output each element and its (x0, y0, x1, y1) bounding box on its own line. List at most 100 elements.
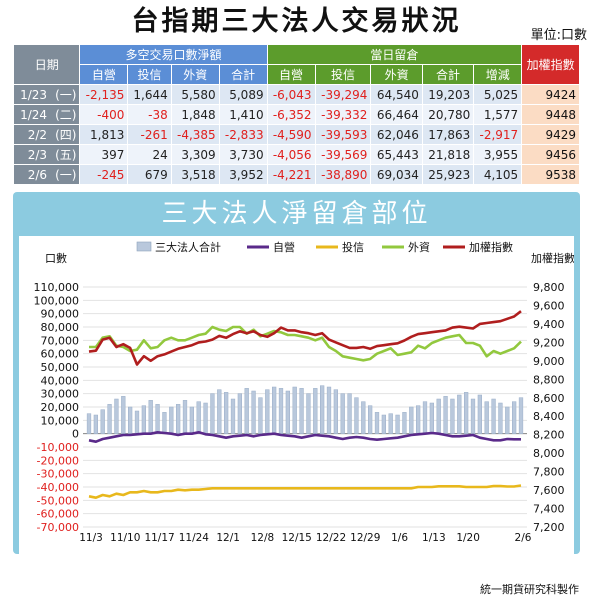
bar-total (148, 400, 153, 434)
bar-total (464, 392, 469, 434)
y2-tick-label: 9,600 (533, 299, 565, 312)
y-tick-label: 90,000 (41, 308, 80, 321)
bar-total (333, 389, 338, 434)
bar-total (244, 388, 249, 434)
bar-total (381, 414, 386, 434)
table-cell: -245 (79, 164, 129, 185)
bar-total (484, 401, 489, 434)
table-cell: 66,464 (370, 104, 423, 125)
x-tick-label: 11/10 (110, 532, 140, 544)
table-cell: -2,833 (218, 124, 268, 145)
bar-total (354, 397, 359, 434)
table-cell: 1,577 (473, 104, 523, 125)
table-cell: 21,818 (421, 144, 475, 165)
table-cell: 62,046 (370, 124, 423, 145)
table-cell: -39,569 (314, 144, 372, 165)
bar-total (196, 401, 201, 434)
date-column-header: 日期 (12, 44, 81, 85)
table-cell: 1,848 (170, 104, 220, 125)
table-cell: -261 (127, 124, 172, 145)
row-index-value: 9456 (521, 144, 580, 165)
bar-total (176, 404, 181, 434)
y-tick-label: 40,000 (41, 374, 80, 387)
y2-tick-label: 9,400 (533, 318, 565, 331)
table-cell: -400 (79, 104, 129, 125)
y-tick-label: -30,000 (37, 468, 79, 481)
table-cell: 3,309 (170, 144, 220, 165)
table-cell: -39,332 (314, 104, 372, 125)
row-index-value: 9448 (521, 104, 580, 125)
bar-total (258, 397, 263, 434)
y2-tick-label: 7,800 (533, 466, 565, 479)
y2-tick-label: 9,200 (533, 336, 565, 349)
x-tick-label: 11/17 (144, 532, 174, 544)
row-date: 2/2 (四) (12, 124, 81, 145)
row-date: 2/6 (一) (12, 164, 81, 185)
index-column-header: 加權指數 (521, 44, 580, 85)
row-date: 1/23 (一) (12, 84, 81, 105)
table-body: 1/23 (一) -2,135 1,644 5,580 5,089 -6,043 -39,29… (12, 84, 580, 185)
table-cell: 25,923 (421, 164, 475, 185)
table-cell: -2,917 (473, 124, 523, 145)
table-cell: 5,580 (170, 84, 220, 105)
x-tick-label: 12/1 (216, 532, 240, 544)
bar-total (210, 393, 215, 434)
trust-line (88, 484, 522, 500)
row-index-value: 9538 (521, 164, 580, 185)
bar-total (416, 405, 421, 434)
bar-total (203, 402, 208, 434)
foreign-line (89, 325, 522, 362)
y-tick-label: -40,000 (37, 481, 79, 494)
bar-total (374, 412, 380, 434)
table-cell: -6,352 (266, 104, 316, 125)
bar-total (107, 404, 112, 434)
bar-total (450, 398, 455, 434)
row-date: 2/3 (五) (12, 144, 81, 165)
bar-total (429, 402, 434, 434)
bar-total (121, 396, 126, 434)
sub-header-oi-foreign: 外資 (370, 64, 423, 85)
bar-total (169, 406, 174, 434)
bar-total (134, 410, 140, 434)
table-row: 1/23 (一) -2,135 1,644 5,580 5,089 -6,043 -39,29… (12, 84, 580, 105)
table-cell: -4,385 (170, 124, 220, 145)
bar-total (457, 394, 462, 434)
daily-oi-group-header: 當日留倉 (266, 44, 523, 65)
y-tick-label: 50,000 (41, 361, 80, 374)
bar-total (340, 393, 345, 434)
sub-header-dealer: 自營 (79, 64, 129, 85)
table-sub-header-row: 自營 投信 外資 合計 自營 投信 外資 合計 增減 (14, 64, 580, 85)
legend-label: 自營 (273, 241, 295, 254)
net-position-chart: 110,000100,00090,00080,00070,00060,00050… (34, 240, 575, 544)
legend-swatch-bar (136, 241, 152, 252)
sub-header-foreign: 外資 (170, 64, 220, 85)
y-tick-label: -60,000 (37, 508, 79, 521)
bar-total (402, 412, 407, 434)
y2-tick-label: 7,200 (533, 521, 565, 534)
table-cell: 5,025 (473, 84, 523, 105)
table-row: 2/3 (五) 397 24 3,309 3,730 -4,056 -39,569 65,443… (12, 144, 580, 165)
table-cell: -2,135 (79, 84, 129, 105)
sub-header-trust: 投信 (127, 64, 172, 85)
y-tick-label: 20,000 (41, 401, 80, 414)
chart-title: 三大法人淨留倉部位 (161, 199, 432, 229)
bar-total (237, 393, 242, 434)
bar-total (292, 386, 297, 434)
footer-credit: 統一期貨研究科製作 (480, 583, 579, 596)
table-cell: 679 (127, 164, 172, 185)
y2-tick-label: 9,000 (533, 355, 565, 368)
bar-total (182, 400, 188, 434)
x-tick-label: 12/8 (251, 532, 275, 544)
bar-total (395, 414, 400, 434)
table-cell: 65,443 (370, 144, 423, 165)
table-cell: 64,540 (370, 84, 423, 105)
table-cell: 1,410 (218, 104, 268, 125)
bar-total (272, 386, 277, 434)
y-tick-label: -10,000 (37, 441, 79, 454)
table-cell: -4,590 (266, 124, 316, 145)
table-cell: 3,518 (170, 164, 220, 185)
table-cell: 1,644 (127, 84, 172, 105)
table-cell: -38 (127, 104, 172, 125)
bar-total (251, 390, 256, 434)
bar-total (114, 398, 119, 434)
